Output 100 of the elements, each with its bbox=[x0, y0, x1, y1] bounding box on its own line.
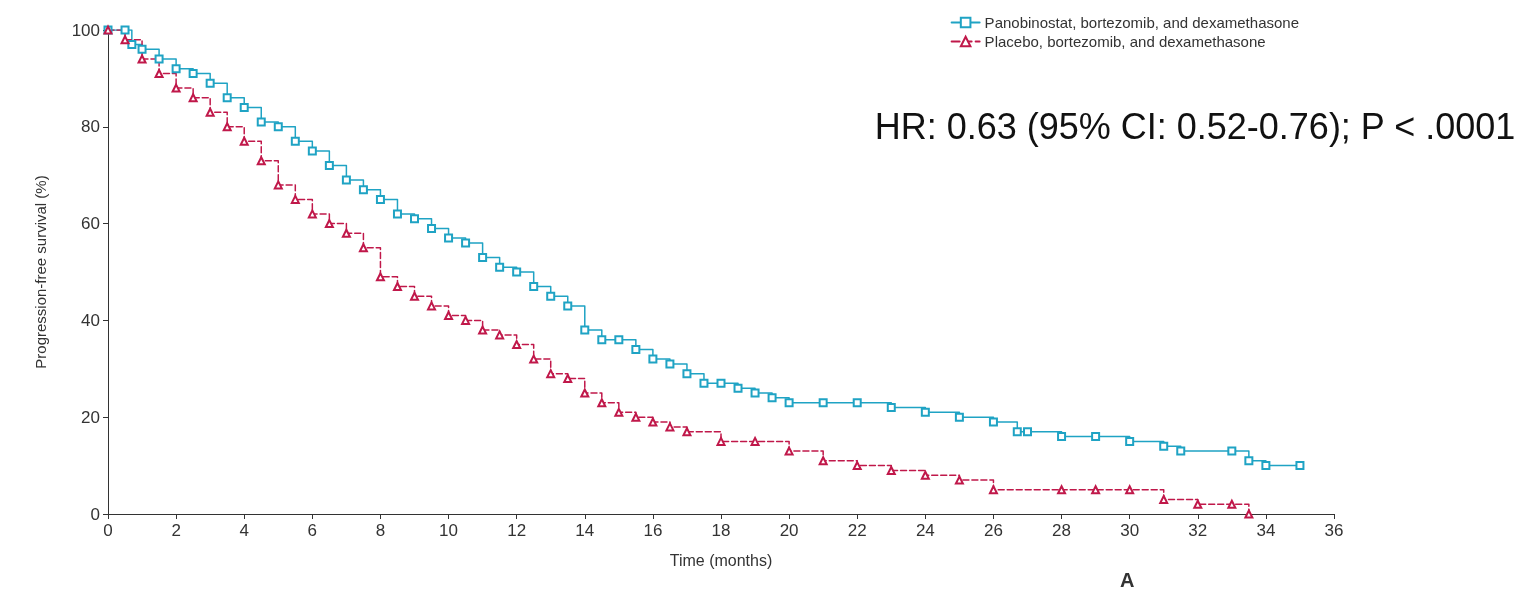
point bbox=[546, 369, 556, 379]
x-tick-label: 8 bbox=[375, 521, 386, 540]
x-tick-label: 6 bbox=[307, 521, 318, 540]
point bbox=[358, 243, 368, 253]
point bbox=[358, 185, 368, 195]
point bbox=[444, 233, 454, 243]
point bbox=[648, 417, 658, 427]
point bbox=[188, 93, 198, 103]
point bbox=[1023, 427, 1032, 437]
point bbox=[750, 436, 760, 446]
point bbox=[563, 301, 573, 311]
point bbox=[256, 156, 266, 166]
x-tick-label: 4 bbox=[239, 521, 249, 540]
point bbox=[127, 40, 137, 50]
point bbox=[631, 412, 641, 422]
point bbox=[614, 407, 624, 417]
point bbox=[716, 378, 726, 388]
point bbox=[1193, 499, 1203, 509]
point bbox=[954, 475, 964, 485]
point bbox=[205, 107, 215, 117]
point bbox=[478, 325, 488, 335]
point bbox=[410, 291, 419, 301]
x-axis-title: Time (months) bbox=[669, 551, 773, 569]
point bbox=[631, 344, 641, 354]
point bbox=[1159, 441, 1169, 451]
point bbox=[120, 25, 130, 35]
y-axis-title: Progression-free survival (%) bbox=[32, 175, 49, 369]
x-tick-label: 14 bbox=[575, 521, 595, 540]
annotation: HR: 0.63 (95% CI: 0.52-0.76); P < .0001 bbox=[874, 105, 1516, 147]
point bbox=[733, 383, 743, 393]
point bbox=[1244, 509, 1254, 519]
point bbox=[767, 393, 777, 403]
point bbox=[495, 330, 505, 340]
point bbox=[716, 436, 726, 446]
point bbox=[648, 354, 658, 364]
y-tick-label: 40 bbox=[81, 310, 100, 330]
point bbox=[478, 252, 488, 262]
point bbox=[495, 262, 505, 272]
x-tick-label: 28 bbox=[1052, 521, 1072, 540]
y-tick-label: 80 bbox=[81, 117, 100, 137]
y-tick-label: 60 bbox=[81, 214, 100, 234]
point bbox=[1227, 499, 1237, 509]
point bbox=[852, 398, 862, 408]
point bbox=[188, 69, 198, 79]
point bbox=[1091, 432, 1101, 442]
point bbox=[307, 146, 317, 156]
point bbox=[784, 398, 794, 408]
point bbox=[324, 161, 334, 171]
point bbox=[699, 378, 709, 388]
point bbox=[375, 272, 385, 282]
point bbox=[784, 446, 794, 456]
point bbox=[461, 238, 471, 248]
point bbox=[546, 291, 556, 301]
point bbox=[239, 102, 249, 112]
point bbox=[529, 282, 539, 292]
point bbox=[597, 398, 607, 408]
x-tick-label: 16 bbox=[643, 521, 663, 540]
point bbox=[563, 373, 573, 383]
x-tick-label: 30 bbox=[1120, 521, 1140, 540]
point bbox=[427, 223, 437, 233]
point bbox=[512, 267, 522, 277]
point bbox=[290, 194, 300, 204]
x-tick-label: 22 bbox=[847, 521, 867, 540]
point bbox=[818, 398, 828, 408]
legend-label: Panobinostat, bortezomib, and dexamethasone bbox=[984, 14, 1300, 31]
point bbox=[273, 180, 283, 190]
point bbox=[273, 122, 283, 132]
point bbox=[1012, 427, 1022, 437]
x-tick-label: 2 bbox=[171, 521, 181, 540]
point bbox=[154, 54, 164, 64]
point bbox=[1159, 494, 1169, 504]
point bbox=[137, 44, 147, 54]
point bbox=[341, 175, 351, 185]
x-tick-label: 0 bbox=[103, 521, 113, 540]
x-tick-label: 18 bbox=[711, 521, 731, 540]
point bbox=[1176, 446, 1186, 456]
point bbox=[171, 64, 181, 74]
point bbox=[1125, 436, 1135, 446]
y-tick-label: 100 bbox=[71, 20, 100, 40]
point bbox=[1057, 432, 1067, 442]
point bbox=[529, 354, 539, 364]
point bbox=[1244, 456, 1254, 466]
point bbox=[222, 93, 232, 103]
point bbox=[205, 78, 215, 88]
point bbox=[392, 209, 402, 219]
point bbox=[886, 465, 896, 475]
point bbox=[1057, 485, 1067, 495]
text: A bbox=[1120, 569, 1135, 591]
point bbox=[324, 219, 334, 229]
point bbox=[137, 54, 147, 64]
point bbox=[1091, 485, 1101, 495]
point bbox=[120, 35, 130, 45]
x-tick-label: 32 bbox=[1188, 521, 1208, 540]
point bbox=[239, 136, 249, 146]
point bbox=[818, 456, 828, 466]
point bbox=[682, 369, 692, 379]
x-tick-label: 10 bbox=[439, 521, 459, 540]
y-tick-label: 0 bbox=[90, 504, 100, 524]
point bbox=[614, 335, 624, 345]
point bbox=[290, 136, 300, 146]
